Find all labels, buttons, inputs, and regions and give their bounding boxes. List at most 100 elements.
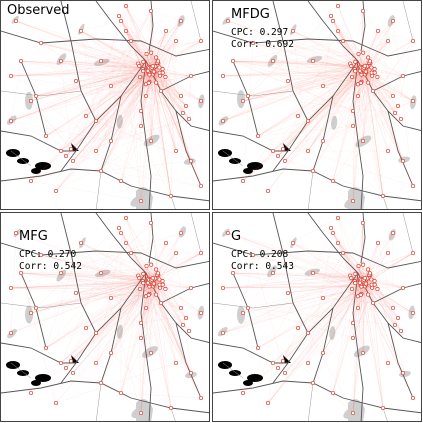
flow-line xyxy=(95,252,177,334)
node-marker xyxy=(143,93,149,99)
flow-line xyxy=(148,278,202,399)
flow-line xyxy=(362,281,396,326)
flow-line xyxy=(157,288,192,374)
node-marker xyxy=(154,267,159,272)
flow-line xyxy=(160,40,177,92)
flow-line xyxy=(222,288,373,334)
flow-line xyxy=(60,272,152,281)
flow-line xyxy=(272,60,362,72)
flow-line xyxy=(80,242,152,354)
node-marker xyxy=(350,198,356,204)
node-marker xyxy=(70,158,76,164)
flow-line xyxy=(242,74,366,182)
flow-line xyxy=(80,30,152,68)
flow-line xyxy=(95,68,153,122)
node-marker xyxy=(8,330,14,336)
flow-line xyxy=(154,66,192,162)
flow-line xyxy=(40,42,150,75)
flow-line xyxy=(282,273,373,362)
flow-line xyxy=(139,278,142,324)
flow-line xyxy=(351,10,364,67)
flow-line xyxy=(369,40,414,63)
flow-line xyxy=(140,118,190,202)
flow-line xyxy=(368,252,414,270)
flow-line xyxy=(322,63,351,87)
flow-line xyxy=(45,61,159,137)
flow-line xyxy=(351,288,365,291)
flow-line xyxy=(130,40,143,70)
flow-line xyxy=(307,232,334,364)
flow-line xyxy=(242,254,254,314)
flow-line xyxy=(10,72,163,77)
flow-line xyxy=(242,69,373,102)
road xyxy=(95,1,147,62)
flow-line xyxy=(60,40,132,152)
flow-line xyxy=(284,66,368,162)
flow-line xyxy=(146,40,202,55)
flow-line xyxy=(85,115,192,162)
flow-line xyxy=(363,30,379,69)
flow-line xyxy=(154,278,162,304)
flow-line xyxy=(152,72,187,107)
flow-line xyxy=(95,278,145,364)
flow-line xyxy=(357,75,373,97)
flow-line xyxy=(20,60,149,84)
node-marker xyxy=(137,74,143,80)
node-marker xyxy=(270,148,276,154)
node-marker xyxy=(118,390,124,396)
flow-line xyxy=(120,283,155,394)
node-marker xyxy=(144,263,149,269)
flow-line xyxy=(247,307,354,339)
flow-line xyxy=(35,84,146,97)
flow-line xyxy=(352,287,355,339)
flow-line xyxy=(361,76,378,83)
flow-line xyxy=(362,284,367,354)
flow-line xyxy=(363,30,379,70)
node-marker xyxy=(372,282,377,287)
flow-line xyxy=(60,60,151,70)
road xyxy=(213,30,421,57)
flow-line xyxy=(100,72,160,172)
flow-line xyxy=(140,283,150,324)
flow-line xyxy=(351,288,369,295)
flow-line xyxy=(232,60,354,112)
flow-line xyxy=(30,277,151,314)
flow-line xyxy=(151,30,167,70)
flow-line xyxy=(312,281,361,384)
flow-line xyxy=(312,60,361,72)
flow-line xyxy=(150,281,172,409)
flow-line xyxy=(360,82,384,197)
road xyxy=(95,213,147,274)
flow-line xyxy=(157,252,177,276)
lake xyxy=(35,162,51,170)
node-marker xyxy=(245,305,251,311)
node-marker xyxy=(349,286,355,292)
flow-line xyxy=(362,232,394,265)
flow-line xyxy=(272,69,364,152)
flow-line xyxy=(272,72,367,152)
flow-line xyxy=(125,30,139,64)
flow-line xyxy=(60,60,146,85)
node-marker xyxy=(123,28,129,34)
flow-line xyxy=(284,278,366,374)
flow-line xyxy=(40,42,149,72)
flow-line xyxy=(222,74,369,77)
flow-line xyxy=(363,69,402,120)
flow-line xyxy=(247,63,367,97)
flow-line xyxy=(140,278,146,414)
flow-line xyxy=(222,63,351,77)
node-marker xyxy=(138,335,144,341)
flow-line xyxy=(120,288,141,394)
flow-line xyxy=(232,272,357,279)
node-marker xyxy=(398,116,404,122)
flow-line xyxy=(60,60,163,70)
node-marker xyxy=(68,146,74,152)
node-marker xyxy=(357,68,362,73)
flow-line xyxy=(267,278,368,404)
flow-line xyxy=(277,68,364,157)
node-marker xyxy=(144,51,149,57)
flow-line xyxy=(140,71,155,202)
flow-line xyxy=(125,217,143,282)
flow-line xyxy=(110,67,151,142)
flow-line xyxy=(371,20,394,68)
